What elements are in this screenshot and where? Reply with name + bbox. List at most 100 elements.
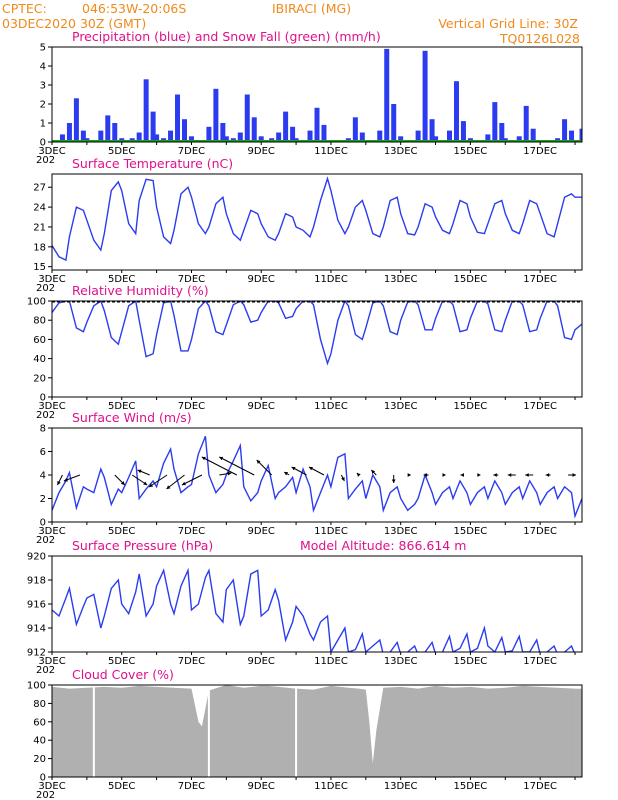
x-tick-label: 9DEC [248, 146, 275, 157]
precip-bar [251, 117, 257, 142]
precip-bar [244, 94, 250, 142]
precip-bar [569, 130, 575, 142]
precip-bar [73, 98, 79, 142]
x-tick-label: 17DEC [523, 656, 557, 667]
precip-bar [220, 123, 226, 142]
wind-arrowhead [143, 481, 148, 485]
precip-bar [415, 130, 421, 142]
x-tick-label: 11DEC [314, 401, 348, 412]
series-line [52, 301, 582, 366]
precip-bar [422, 50, 428, 142]
panel-1: Surface Temperature (nC) 15 18 21 24 27 3DEC 5D… [33, 156, 583, 294]
x-tick-label: 5DEC [108, 274, 135, 285]
panel-frame [51, 173, 583, 271]
y-tick-label: 2 [40, 494, 46, 505]
x-tick-label: 15DEC [454, 781, 488, 792]
x-tick-label: 11DEC [314, 526, 348, 537]
x-tick-label: 17DEC [523, 146, 557, 157]
x-tick-label: 13DEC [384, 656, 418, 667]
run-label: 03DEC2020 30Z (GMT) [2, 16, 146, 31]
precip-bar [562, 119, 568, 142]
y-tick-label: 5 [40, 43, 46, 54]
y-tick-label: 20 [33, 373, 46, 384]
plot-area [52, 567, 582, 652]
station-label: IBIRACI (MG) [272, 1, 351, 16]
y-tick-label: 20 [33, 754, 46, 765]
precip-bar [321, 124, 327, 142]
wind-vector [166, 474, 185, 490]
wind-arrowhead [284, 472, 289, 476]
y-tick-label: 3 [40, 81, 46, 92]
wind-arrowhead [442, 473, 447, 477]
panel-0: Precipitation (blue) and Snow Fall (gree… [36, 29, 583, 166]
year-label-clipped: 202 [36, 790, 55, 800]
x-tick-label: 13DEC [384, 781, 418, 792]
precip-bar [453, 81, 459, 142]
model-label: TQ0126L028 [499, 31, 580, 46]
x-tick-label: 15DEC [454, 656, 488, 667]
x-tick-label: 5DEC [108, 146, 135, 157]
panel-3: Surface Wind (m/s) 0 2 4 6 8 3DEC 5DEC 7DEC 9DEC 1… [36, 410, 583, 546]
precip-bar [499, 123, 505, 142]
x-tick-label: 7DEC [178, 526, 205, 537]
y-tick-label: 2 [40, 100, 46, 111]
precip-bar [175, 94, 181, 142]
y-tick-label: 1 [40, 119, 46, 130]
x-tick-label: 3DEC [38, 526, 65, 537]
x-tick-label: 11DEC [314, 781, 348, 792]
header: CPTEC: 046:53W-20:06S IBIRACI (MG) 03DEC… [2, 1, 580, 46]
x-tick-label: 9DEC [248, 526, 275, 537]
precip-bar [188, 136, 194, 142]
y-tick-label: 4 [40, 62, 46, 73]
y-tick-label: 40 [33, 354, 46, 365]
precip-bar [59, 134, 65, 142]
precip-bar [213, 88, 219, 142]
precip-bar [485, 134, 491, 142]
year-label-clipped: 202 [36, 535, 55, 546]
x-tick-label: 9DEC [248, 781, 275, 792]
series-line [52, 176, 582, 262]
plot-area [52, 176, 582, 262]
x-tick-label: 17DEC [523, 401, 557, 412]
wind-arrowhead [227, 471, 232, 476]
plot-area [52, 48, 582, 142]
x-tick-label: 3DEC [38, 781, 65, 792]
plot-area [52, 301, 582, 366]
wind-arrowhead [507, 473, 512, 477]
panel-frame [51, 46, 583, 143]
precip-bar [460, 121, 466, 142]
precip-bar [105, 115, 111, 142]
precip-bar [143, 79, 149, 142]
precip-bar [391, 104, 397, 142]
panel-frame [51, 427, 583, 523]
precip-bar [66, 123, 72, 142]
panel-4: Surface Pressure (hPa) Model Altitude: 86… [27, 538, 583, 676]
wind-arrowhead [460, 473, 464, 477]
x-tick-label: 3DEC [38, 146, 65, 157]
wind-arrowhead [423, 473, 428, 477]
x-tick-label: 9DEC [248, 274, 275, 285]
wind-arrowhead [407, 473, 412, 477]
precip-bar [283, 111, 289, 142]
precip-bar [447, 130, 452, 142]
precip-bar [314, 107, 320, 142]
location-label: 046:53W-20:06S [82, 1, 186, 16]
cloud-area-tail [575, 688, 582, 777]
source-label: CPTEC: [2, 1, 47, 16]
wind-arrowhead [525, 473, 529, 477]
wind-arrowhead [57, 481, 61, 485]
x-tick-label: 5DEC [108, 656, 135, 667]
y-tick-label: 24 [33, 203, 46, 214]
precip-bar [429, 119, 435, 142]
panel-title: Precipitation (blue) and Snow Fall (gree… [72, 29, 381, 44]
precip-bar [237, 132, 243, 142]
precip-bar [359, 132, 365, 142]
y-tick-label: 4 [40, 471, 46, 482]
wind-arrowhead [391, 479, 396, 483]
x-tick-label: 7DEC [178, 656, 205, 667]
wind-arrowhead [308, 466, 313, 471]
y-tick-label: 60 [33, 717, 46, 728]
panel-annotation: Model Altitude: 866.614 m [300, 538, 466, 553]
panels: Precipitation (blue) and Snow Fall (gree… [27, 29, 583, 800]
